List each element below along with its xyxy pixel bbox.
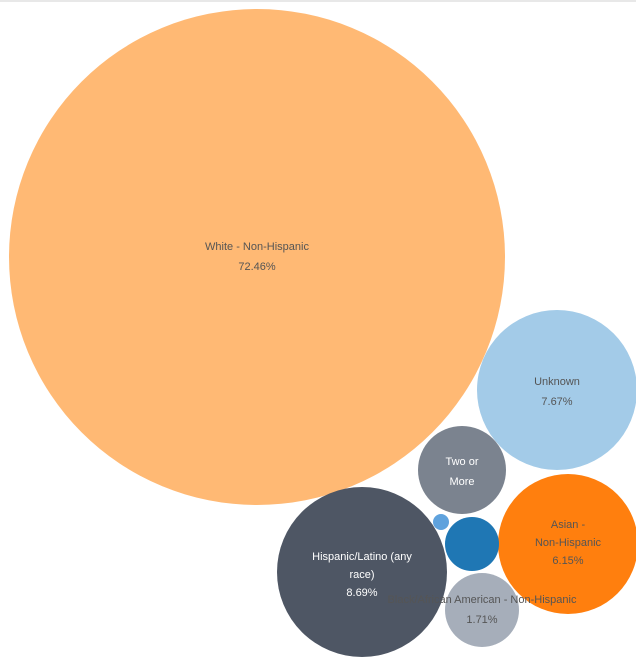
bubble-value-white-non-hispanic: 72.46% (238, 261, 276, 273)
bubble-value-black-african-american-non-hispanic: 1.71% (466, 614, 497, 626)
bubble-unlabeled-7[interactable] (433, 514, 449, 530)
bubble-value-hispanic-latino-any-race: 8.69% (346, 587, 377, 599)
bubble-value-asian-non-hispanic: 6.15% (552, 555, 583, 567)
bubble-black-african-american-non-hispanic[interactable] (445, 573, 519, 647)
bubble-circle-unlabeled-6[interactable] (445, 517, 499, 571)
bubble-label-hispanic-latino-any-race-line-1: race) (349, 569, 374, 581)
bubble-label-hispanic-latino-any-race-line-0: Hispanic/Latino (any (312, 551, 412, 563)
bubble-label-two-or-more-line-1: More (449, 476, 474, 488)
bubble-circle-unlabeled-7[interactable] (433, 514, 449, 530)
bubble-label-white-non-hispanic-line-0: White - Non-Hispanic (205, 241, 309, 253)
top-divider (0, 0, 636, 2)
bubble-circle-hispanic-latino-any-race[interactable] (277, 487, 447, 657)
bubble-circle-white-non-hispanic[interactable] (9, 9, 505, 505)
bubble-white-non-hispanic[interactable] (9, 9, 505, 505)
bubble-circle-black-african-american-non-hispanic[interactable] (445, 573, 519, 647)
bubble-value-unknown: 7.67% (541, 396, 572, 408)
bubble-unlabeled-6[interactable] (445, 517, 499, 571)
bubble-asian-non-hispanic[interactable] (498, 474, 636, 614)
bubble-circle-two-or-more[interactable] (418, 426, 506, 514)
bubble-unknown[interactable] (477, 310, 636, 470)
bubble-circle-asian-non-hispanic[interactable] (498, 474, 636, 614)
bubble-label-asian-non-hispanic-line-0: Asian - (551, 519, 586, 531)
bubble-circle-unknown[interactable] (477, 310, 636, 470)
bubble-label-unknown-line-0: Unknown (534, 376, 580, 388)
bubble-label-asian-non-hispanic-line-1: Non-Hispanic (535, 537, 602, 549)
bubble-hispanic-latino-any-race[interactable] (277, 487, 447, 657)
bubble-two-or-more[interactable] (418, 426, 506, 514)
bubble-label-black-african-american-non-hispanic-line-0: Black/African American - Non-Hispanic (388, 594, 577, 606)
bubble-label-two-or-more-line-0: Two or (445, 456, 478, 468)
